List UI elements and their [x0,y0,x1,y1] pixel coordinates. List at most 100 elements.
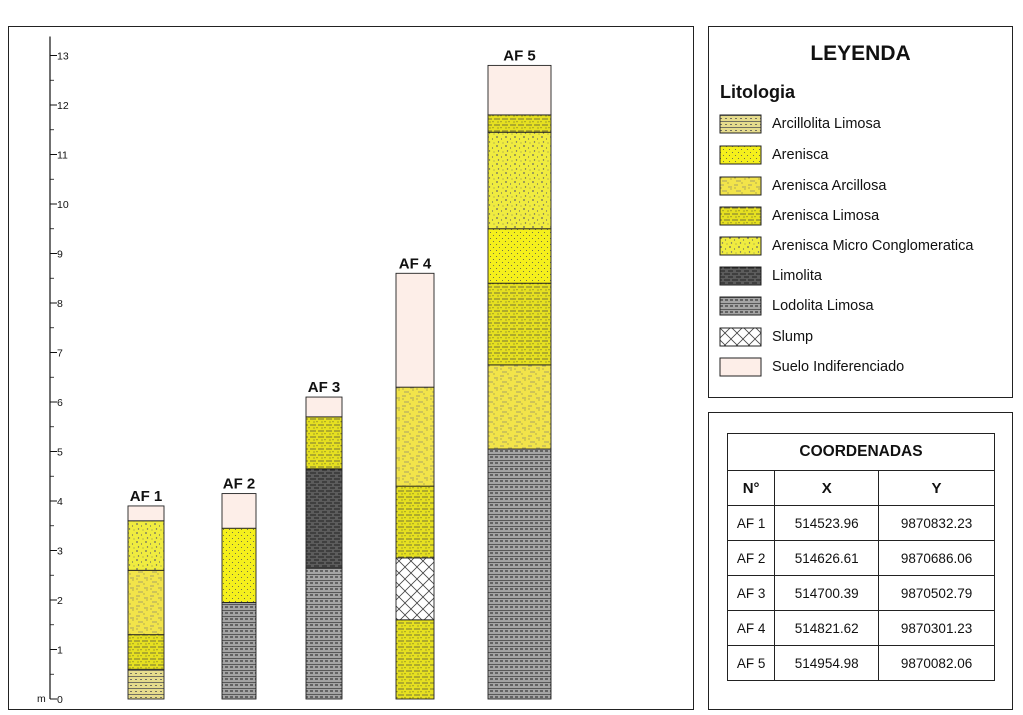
stratigraphic-column: AF 4 [395,255,435,700]
legend-item: Suelo Indiferenciado [719,356,904,378]
legend-item: Arcillolita Limosa [719,113,881,135]
scale-tick-label: 0 [57,694,63,706]
layer-suelo-indiferenciado [127,505,165,522]
table-cell: 514821.62 [774,610,880,646]
layer-suelo-indiferenciado [487,64,552,116]
legend-swatch-fill [719,266,762,286]
scale-tick-label: 5 [57,447,63,459]
scale-tick-label: 12 [57,100,69,112]
column-label: AF 4 [399,255,432,272]
table-cell: AF 1 [726,505,776,541]
legend-item: Lodolita Limosa [719,295,874,317]
legend-title: LEYENDA [810,42,911,65]
table-cell: 9870301.23 [878,610,995,646]
layer-arenisca-micro-conglomeratica [487,131,552,230]
layer-arenisca-arcillosa [487,364,552,450]
legend-swatch-fill [719,176,762,196]
layer-arenisca-limosa [395,619,435,700]
layer-lodolita-limosa [487,448,552,700]
legend-label: Suelo Indiferenciado [772,359,905,375]
layer-arenisca-limosa [487,282,552,366]
legend-panel: LEYENDA Litologia Arcillolita Limosa Aren… [708,26,1013,398]
table-row: AF 3 514700.39 9870502.79 [726,575,995,611]
layer-arenisca-arcillosa [395,386,435,487]
layer-arenisca-limosa [487,114,552,133]
legend-swatch [719,357,762,377]
scale-tick-label: 9 [57,249,63,261]
scale-tick-label: 3 [57,546,63,558]
legend-swatch [719,296,762,316]
legend-item: Arenisca Micro Conglomeratica [719,235,973,257]
columns-group: AF 1 AF 2 AF 3 AF 4 AF 5 [127,47,552,700]
scale-tick-label: 4 [57,496,63,508]
table-cell: 9870502.79 [878,575,995,611]
stratigraphic-column: AF 1 [127,488,165,700]
layer-arcillolita-limosa [127,668,165,700]
table-row: AF 2 514626.61 9870686.06 [726,540,995,576]
table-row: AF 4 514821.62 9870301.23 [726,610,995,646]
scale-tick-label: 1 [57,645,63,657]
stratigraphic-column: AF 2 [221,476,257,700]
layer-arenisca [221,527,257,603]
table-cell: 9870082.06 [878,645,995,681]
layer-arenisca [487,228,552,284]
legend-swatch-fill [719,357,762,377]
coordinates-table: COORDENADAS N° X Y AF 1 514523.96 987083… [726,433,995,681]
scale-tick-label: 10 [57,199,69,211]
legend-swatch-fill [719,206,762,226]
layer-limolita [305,468,343,569]
legend-item: Arenisca Arcillosa [719,175,886,197]
scale-tick-label: 8 [57,298,63,310]
legend-swatch-fill [719,145,762,165]
legend-swatch [719,206,762,226]
coordinates-panel: COORDENADAS N° X Y AF 1 514523.96 987083… [708,412,1013,710]
layer-suelo-indiferenciado [395,272,435,388]
table-cell: 9870832.23 [878,505,995,541]
legend-swatch-fill [719,327,762,347]
legend-swatch [719,327,762,347]
table-row: AF 5 514954.98 9870082.06 [726,645,995,681]
column-header-y: Y [878,470,995,506]
legend-label: Arenisca Micro Conglomeratica [772,238,974,254]
legend-label: Arenisca Arcillosa [772,178,887,194]
column-label: AF 1 [130,488,163,505]
table-cell: 9870686.06 [878,540,995,576]
scale-tick-label: 13 [57,51,69,63]
legend-swatch [719,145,762,165]
table-cell: AF 4 [726,610,776,646]
legend-swatch-fill [719,114,762,134]
column-header-x: X [774,470,880,506]
layer-arenisca-micro-conglomeratica [127,520,165,571]
column-label: AF 3 [308,379,341,396]
legend-swatch [719,176,762,196]
legend-swatch-fill [719,236,762,256]
stratigraphic-columns-panel: 0 1 2 3 4 5 6 7 8 9 10 11 12 13 m AF 1 AF 2 AF 3 AF 4 AF 5 [8,26,694,710]
table-row: AF 1 514523.96 9870832.23 [726,505,995,541]
legend-label: Arcillolita Limosa [772,116,881,132]
layer-suelo-indiferenciado [305,396,343,418]
layer-arenisca-limosa [127,634,165,670]
scale-tick-label: 6 [57,397,63,409]
scale-tick-label: 2 [57,595,63,607]
legend-swatch-fill [719,296,762,316]
table-cell: AF 2 [726,540,776,576]
table-cell: AF 5 [726,645,776,681]
layer-lodolita-limosa [305,567,343,700]
legend-subtitle: Litologia [720,82,795,102]
scale-tick-label: 11 [57,150,68,162]
layer-slump [395,557,435,621]
legend-label: Lodolita Limosa [772,298,874,314]
layer-suelo-indiferenciado [221,493,257,529]
layer-arenisca-limosa [305,416,343,470]
legend-swatch [719,114,762,134]
column-label: AF 2 [223,476,256,493]
table-cell: 514626.61 [774,540,880,576]
scale-unit-label: m [37,693,46,705]
table-cell: AF 3 [726,575,776,611]
stratigraphic-column: AF 5 [487,47,552,700]
legend-item: Arenisca [719,144,828,166]
coordinates-title: COORDENADAS [727,433,995,471]
legend-label: Limolita [772,268,822,284]
scale-tick-label: 7 [57,348,63,360]
